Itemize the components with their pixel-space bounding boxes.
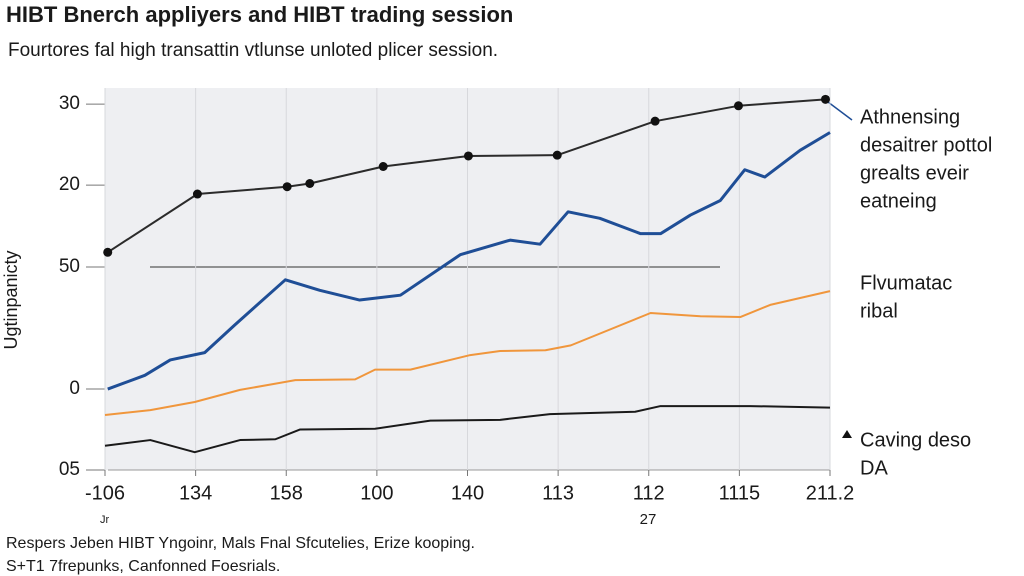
series-label: Flvumatac [860, 272, 952, 294]
x-tick-label: 1115 [719, 482, 761, 504]
x-note: 27 [640, 511, 657, 528]
y-tick-label: 20 [59, 174, 80, 195]
series-label: DA [860, 457, 888, 479]
marker-triangle [842, 430, 852, 438]
x-tick-label: 134 [179, 482, 212, 504]
data-point [282, 182, 292, 192]
pointer-arrow [827, 101, 853, 121]
y-tick-label: 05 [59, 459, 80, 480]
series-line [107, 131, 831, 391]
x-tick-label: 211.2 [806, 482, 855, 504]
data-point [820, 94, 830, 104]
series-label: eatneing [860, 190, 937, 212]
series-label: ribal [860, 300, 898, 322]
x-tick-label: -106 [85, 482, 125, 504]
x-tick-label: 140 [451, 482, 484, 504]
x-tick-label: 100 [360, 482, 393, 504]
chart-subtitle: Fourtores fal high transattin vtlunse un… [8, 40, 498, 61]
chart-title: HIBT Bnerch appliyers and HIBT trading s… [6, 2, 513, 27]
x-tick-label: 113 [542, 482, 574, 504]
series-label: grealts eveir [860, 162, 969, 184]
y-axis-label: Ugtinpanicty [1, 250, 21, 349]
data-point [192, 189, 202, 199]
y-tick-label: 50 [59, 256, 80, 277]
data-point [552, 150, 562, 160]
x-tick-label: 112 [633, 482, 665, 504]
series-line [107, 98, 826, 254]
series-label: Athnensing [860, 106, 960, 128]
series-label: Caving deso [860, 429, 971, 451]
data-point [378, 162, 388, 172]
footer-line: Respers Jeben HIBT Yngoinr, Mals Fnal Sf… [6, 535, 475, 552]
series-line [104, 405, 831, 454]
data-point [103, 247, 113, 257]
series-line [104, 290, 831, 416]
data-point [305, 179, 315, 188]
data-point [463, 151, 473, 161]
y-tick-label: 0 [69, 378, 80, 399]
data-point [650, 116, 660, 126]
data-point [733, 101, 743, 111]
footer-line: S+T1 7frepunks, Canfonned Foesrials. [6, 558, 280, 575]
y-tick-label: 30 [59, 93, 80, 114]
corner-note: Jr [100, 514, 110, 526]
series-label: desaitrer pottol [860, 134, 992, 156]
x-tick-label: 158 [270, 482, 303, 504]
